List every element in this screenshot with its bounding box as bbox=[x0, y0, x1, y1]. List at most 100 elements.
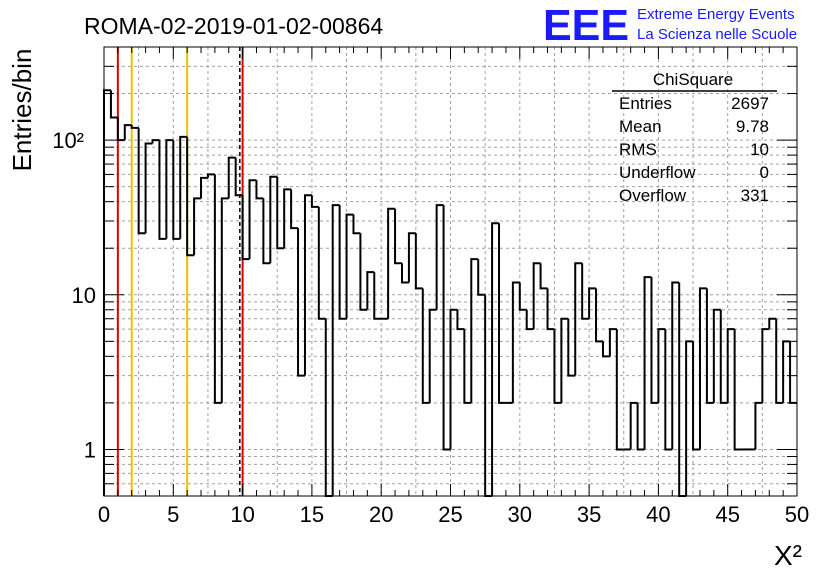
histogram-bin bbox=[525, 309, 534, 331]
histogram-bin bbox=[789, 341, 797, 404]
histogram-bin bbox=[498, 223, 506, 404]
histogram-bin bbox=[532, 262, 541, 330]
histogram-bin bbox=[477, 259, 486, 296]
histogram-bin bbox=[650, 277, 659, 404]
histogram-bin bbox=[303, 194, 312, 376]
histogram-bin bbox=[345, 213, 354, 319]
histogram-bin bbox=[705, 288, 714, 404]
histogram-bin bbox=[414, 233, 423, 290]
stats-value-rms: 10 bbox=[750, 140, 769, 159]
histogram-bin bbox=[664, 329, 673, 451]
plot-area: 0 5 10 15 20 25 30 35 40 45 50 1 10 10² bbox=[52, 46, 809, 527]
histogram-bin bbox=[463, 329, 472, 404]
histogram-bin bbox=[629, 401, 638, 450]
histogram-bin bbox=[456, 309, 465, 331]
histogram-bin bbox=[394, 208, 402, 265]
histogram-bin bbox=[712, 308, 721, 403]
histogram-bin bbox=[511, 281, 520, 403]
histogram-bin bbox=[719, 309, 728, 404]
x-tick-label: 45 bbox=[715, 502, 739, 527]
eee-logo-line2: La Scienza nelle Scuole bbox=[637, 26, 797, 43]
x-tick-label: 5 bbox=[167, 502, 179, 527]
histogram-bin bbox=[269, 175, 278, 264]
histogram-bin bbox=[407, 232, 416, 283]
histogram-bin bbox=[220, 197, 229, 403]
eee-logo-line1: Extreme Energy Events bbox=[637, 6, 795, 23]
histogram-bin bbox=[685, 340, 694, 496]
y-axis-label: Entries/bin bbox=[7, 49, 37, 172]
histogram-bin bbox=[352, 214, 361, 235]
histogram-bin bbox=[331, 204, 340, 496]
histogram-bin bbox=[491, 222, 500, 496]
stats-label-overflow: Overflow bbox=[619, 186, 687, 205]
stats-label-mean: Mean bbox=[619, 117, 662, 136]
histogram-bin bbox=[553, 329, 562, 404]
histogram-bin bbox=[109, 90, 118, 119]
histogram-bin bbox=[123, 124, 132, 141]
histogram-bin bbox=[449, 308, 458, 450]
histogram-bin bbox=[172, 140, 181, 240]
histogram-bin bbox=[484, 294, 493, 497]
histogram-bin bbox=[255, 180, 264, 200]
histogram-bin bbox=[290, 189, 299, 230]
histogram-bin bbox=[151, 139, 160, 144]
stats-label-rms: RMS bbox=[619, 140, 657, 159]
histogram-bin bbox=[608, 328, 617, 357]
stats-label-entries: Entries bbox=[619, 94, 672, 113]
histogram-bin bbox=[366, 271, 375, 310]
histogram-bin bbox=[768, 317, 777, 330]
stats-value-mean: 9.78 bbox=[736, 117, 769, 136]
histogram-bin bbox=[359, 233, 368, 311]
y-tick-label: 10 bbox=[72, 283, 96, 308]
histogram-bin bbox=[421, 288, 430, 404]
stats-box: ChiSquare Entries 2697 Mean 9.78 RMS 10 … bbox=[612, 70, 777, 205]
x-tick-label: 30 bbox=[508, 502, 532, 527]
histogram-bin bbox=[144, 142, 153, 234]
histogram-bin bbox=[601, 341, 610, 358]
run-title: ROMA-02-2019-01-02-00864 bbox=[84, 13, 383, 39]
histogram-bin bbox=[400, 263, 409, 284]
histogram-bin bbox=[726, 328, 735, 403]
histogram-bin bbox=[539, 263, 548, 290]
stats-value-underflow: 0 bbox=[760, 163, 769, 182]
histogram-bin bbox=[310, 195, 319, 208]
histogram-bin bbox=[206, 173, 215, 178]
stats-title: ChiSquare bbox=[653, 70, 733, 89]
histogram-bin bbox=[470, 258, 479, 403]
histogram-bin bbox=[130, 125, 139, 129]
histogram-bin bbox=[782, 340, 791, 403]
histogram-bin bbox=[581, 263, 590, 320]
eee-logo: EEE Extreme Energy Events La Scienza nel… bbox=[543, 1, 797, 50]
histogram-bin bbox=[158, 140, 167, 240]
histogram-bin bbox=[567, 318, 576, 377]
x-tick-label: 40 bbox=[646, 502, 670, 527]
histogram-bin bbox=[435, 204, 444, 310]
y-tick-label: 1 bbox=[84, 437, 96, 462]
histogram-bin bbox=[761, 328, 770, 403]
histogram-bin bbox=[671, 281, 680, 450]
histogram-bin bbox=[193, 197, 202, 256]
histogram-bin bbox=[560, 317, 569, 403]
histogram-bin bbox=[636, 402, 645, 451]
eee-logo-text: EEE bbox=[543, 1, 629, 50]
histogram-bin bbox=[227, 156, 236, 199]
histogram-bin bbox=[657, 328, 666, 403]
y-tick-label: 10² bbox=[52, 128, 84, 153]
grid bbox=[104, 47, 797, 496]
histogram-bin bbox=[387, 207, 396, 319]
histogram-bin bbox=[116, 117, 125, 142]
histogram-bin bbox=[262, 198, 271, 265]
histogram-bin bbox=[213, 174, 222, 404]
histogram-bin bbox=[615, 329, 624, 451]
histogram-bin bbox=[518, 282, 527, 311]
histogram-bin bbox=[733, 329, 742, 451]
histogram-bin bbox=[241, 195, 250, 261]
histogram-bin bbox=[317, 206, 326, 320]
histogram-bin bbox=[595, 288, 603, 343]
histogram-bin bbox=[754, 401, 763, 450]
stats-label-underflow: Underflow bbox=[619, 163, 696, 182]
histogram-bin bbox=[248, 179, 257, 260]
histogram-bin bbox=[338, 205, 347, 320]
histogram-bin bbox=[297, 228, 305, 377]
